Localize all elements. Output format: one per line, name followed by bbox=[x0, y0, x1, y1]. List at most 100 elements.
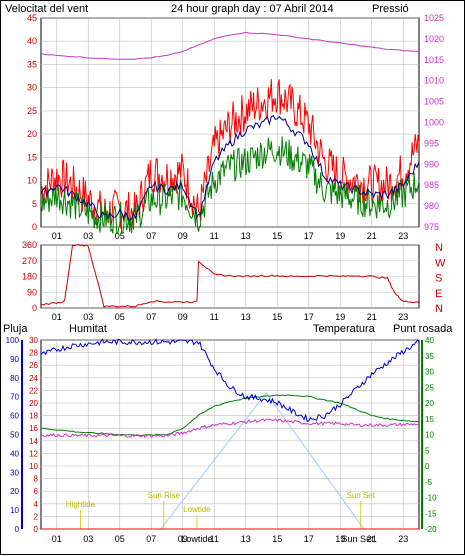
pressure-y-tick-label: 1020 bbox=[424, 34, 444, 44]
x-tick-label: 21 bbox=[367, 312, 377, 322]
temperature-y-tick-label: -5 bbox=[425, 478, 433, 487]
temperature-y-tick-label: 30 bbox=[425, 368, 434, 377]
lowtide-x-label: Lowtide bbox=[181, 534, 212, 544]
direction-y-tick-label: 90 bbox=[27, 287, 37, 297]
direction-y-tick-label: 0 bbox=[32, 303, 37, 313]
x-tick-label: 03 bbox=[83, 312, 93, 322]
dewpoint-series bbox=[40, 418, 420, 438]
rain-y-tick-label: 12 bbox=[29, 449, 38, 458]
x-tick-label: 09 bbox=[178, 312, 188, 322]
x-tick-label: 17 bbox=[304, 534, 314, 544]
wind-y-tick-label: 35 bbox=[27, 59, 37, 69]
wind-average-series bbox=[40, 136, 420, 235]
rain-y-tick-label: 26 bbox=[29, 361, 38, 370]
pressure-y-tick-label: 1005 bbox=[424, 97, 444, 107]
direction-y-tick-label: 180 bbox=[22, 272, 37, 282]
chart-title: 24 hour graph day : 07 Abril 2014 bbox=[171, 3, 334, 15]
annotation-label: Hightide bbox=[66, 500, 96, 509]
x-tick-label: 05 bbox=[115, 534, 125, 544]
x-tick-label: 13 bbox=[241, 231, 251, 241]
humidity-y-tick-label: 50 bbox=[10, 431, 19, 440]
rain-y-tick-label: 8 bbox=[34, 475, 39, 484]
sunset-x-label: Sun Set bbox=[342, 534, 375, 544]
compass-label: E bbox=[435, 288, 442, 300]
rain-y-tick-label: 22 bbox=[29, 386, 38, 395]
x-tick-label: 11 bbox=[210, 312, 219, 322]
temperature-y-tick-label: -15 bbox=[425, 509, 437, 518]
wind-speed-label: Velocitat del vent bbox=[5, 3, 88, 15]
rain-y-tick-label: 20 bbox=[29, 399, 38, 408]
x-tick-label: 15 bbox=[272, 231, 282, 241]
temperature-y-tick-label: -10 bbox=[425, 494, 437, 503]
wind-direction-series bbox=[40, 243, 420, 308]
rain-y-tick-label: 16 bbox=[29, 424, 38, 433]
temperature-y-tick-label: 35 bbox=[425, 352, 434, 361]
pressure-y-tick-label: 1010 bbox=[424, 76, 444, 86]
rain-y-tick-label: 14 bbox=[29, 437, 38, 446]
x-tick-label: 15 bbox=[272, 534, 282, 544]
rain-y-tick-label: 6 bbox=[34, 487, 39, 496]
pressure-y-tick-label: 1015 bbox=[424, 55, 444, 65]
x-tick-label: 13 bbox=[241, 312, 251, 322]
humidity-label: Humitat bbox=[69, 323, 107, 335]
humidity-y-tick-label: 80 bbox=[10, 374, 19, 383]
x-tick-label: 11 bbox=[210, 231, 219, 241]
x-tick-label: 01 bbox=[52, 312, 62, 322]
wind-plot-area bbox=[40, 17, 420, 228]
x-tick-label: 19 bbox=[335, 231, 345, 241]
wind-y-tick-label: 45 bbox=[27, 13, 37, 23]
rain-y-tick-label: 28 bbox=[29, 349, 38, 358]
x-tick-label: 23 bbox=[398, 231, 408, 241]
wind-y-tick-label: 20 bbox=[27, 129, 37, 139]
compass-label: S bbox=[435, 273, 442, 285]
dewpoint-label: Punt rosada bbox=[393, 323, 453, 335]
temperature-y-tick-label: 25 bbox=[425, 383, 434, 392]
tide-curve bbox=[160, 392, 365, 530]
humidity-y-tick-label: 90 bbox=[10, 355, 19, 364]
x-tick-label: 03 bbox=[83, 534, 93, 544]
humidity-y-tick-label: 60 bbox=[10, 412, 19, 421]
rain-label: Pluja bbox=[3, 323, 28, 335]
x-tick-label: 03 bbox=[83, 231, 93, 241]
direction-y-tick-label: 360 bbox=[22, 240, 37, 250]
pressure-y-tick-label: 995 bbox=[424, 138, 439, 148]
compass-label: N bbox=[435, 242, 443, 254]
rain-y-tick-label: 30 bbox=[29, 336, 38, 345]
x-tick-label: 07 bbox=[146, 534, 156, 544]
rain-y-tick-label: 18 bbox=[29, 412, 38, 421]
humidity-y-tick-label: 100 bbox=[6, 336, 20, 345]
wind-y-tick-label: 40 bbox=[27, 36, 37, 46]
pressure-y-tick-label: 985 bbox=[424, 180, 439, 190]
x-tick-label: 21 bbox=[367, 231, 377, 241]
humidity-y-tick-label: 40 bbox=[10, 449, 19, 458]
temperature-y-tick-label: 0 bbox=[425, 462, 430, 471]
x-tick-label: 09 bbox=[178, 534, 188, 544]
annotation-label: Sun Rise bbox=[148, 491, 181, 500]
pressure-label: Pressió bbox=[372, 3, 409, 15]
x-tick-label: 01 bbox=[52, 534, 62, 544]
pressure-y-tick-label: 990 bbox=[424, 159, 439, 169]
humidity-y-tick-label: 0 bbox=[15, 525, 20, 534]
compass-label: N bbox=[435, 303, 443, 315]
x-tick-label: 11 bbox=[210, 534, 219, 544]
pressure-series bbox=[40, 31, 420, 60]
rain-y-tick-label: 24 bbox=[29, 374, 38, 383]
x-tick-label: 13 bbox=[241, 534, 251, 544]
x-tick-label: 05 bbox=[115, 312, 125, 322]
temperature-y-tick-label: 40 bbox=[425, 336, 434, 345]
pressure-y-tick-label: 1000 bbox=[424, 118, 444, 128]
humidity-series bbox=[40, 338, 420, 423]
pressure-y-tick-label: 1025 bbox=[424, 13, 444, 23]
humidity-y-tick-label: 30 bbox=[10, 468, 19, 477]
compass-label: W bbox=[435, 257, 446, 269]
x-tick-label: 09 bbox=[178, 231, 188, 241]
wind-y-tick-label: 0 bbox=[32, 222, 37, 232]
annotation-label: Lowtide bbox=[183, 505, 211, 514]
x-tick-label: 07 bbox=[146, 312, 156, 322]
rain-y-tick-label: 0 bbox=[34, 525, 39, 534]
temperature-y-tick-label: 15 bbox=[425, 415, 434, 424]
temperature-y-tick-label: -20 bbox=[425, 525, 437, 534]
annotation-label: Sun Set bbox=[346, 491, 375, 500]
